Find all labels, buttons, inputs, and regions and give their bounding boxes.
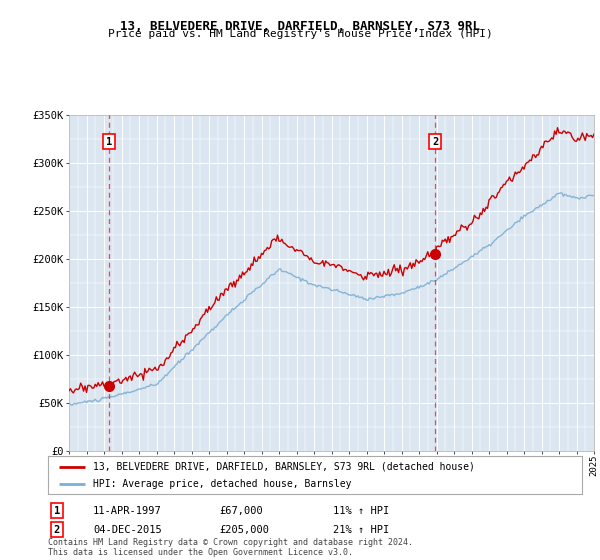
Text: 2: 2: [54, 525, 60, 535]
Text: £205,000: £205,000: [219, 525, 269, 535]
Text: 21% ↑ HPI: 21% ↑ HPI: [333, 525, 389, 535]
Text: 13, BELVEDERE DRIVE, DARFIELD, BARNSLEY, S73 9RL (detached house): 13, BELVEDERE DRIVE, DARFIELD, BARNSLEY,…: [94, 461, 475, 472]
Text: Contains HM Land Registry data © Crown copyright and database right 2024.
This d: Contains HM Land Registry data © Crown c…: [48, 538, 413, 557]
Text: 13, BELVEDERE DRIVE, DARFIELD, BARNSLEY, S73 9RL: 13, BELVEDERE DRIVE, DARFIELD, BARNSLEY,…: [120, 20, 480, 32]
Text: 11-APR-1997: 11-APR-1997: [93, 506, 162, 516]
Text: 1: 1: [54, 506, 60, 516]
Text: 2: 2: [432, 137, 438, 147]
Text: £67,000: £67,000: [219, 506, 263, 516]
Text: HPI: Average price, detached house, Barnsley: HPI: Average price, detached house, Barn…: [94, 479, 352, 489]
Text: 1: 1: [106, 137, 112, 147]
Text: 11% ↑ HPI: 11% ↑ HPI: [333, 506, 389, 516]
Text: Price paid vs. HM Land Registry's House Price Index (HPI): Price paid vs. HM Land Registry's House …: [107, 29, 493, 39]
Text: 04-DEC-2015: 04-DEC-2015: [93, 525, 162, 535]
